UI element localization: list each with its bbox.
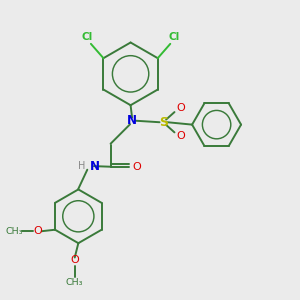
Text: N: N <box>127 114 137 127</box>
Text: O: O <box>70 256 79 266</box>
Text: Cl: Cl <box>82 32 93 42</box>
Text: Cl: Cl <box>168 32 179 42</box>
Text: O: O <box>132 162 141 172</box>
Text: H: H <box>77 160 85 170</box>
Text: O: O <box>176 103 185 113</box>
Text: O: O <box>34 226 42 236</box>
Text: N: N <box>90 160 100 172</box>
Text: CH₃: CH₃ <box>5 227 23 236</box>
Text: S: S <box>159 116 168 129</box>
Text: O: O <box>176 131 185 141</box>
Text: CH₃: CH₃ <box>66 278 83 287</box>
